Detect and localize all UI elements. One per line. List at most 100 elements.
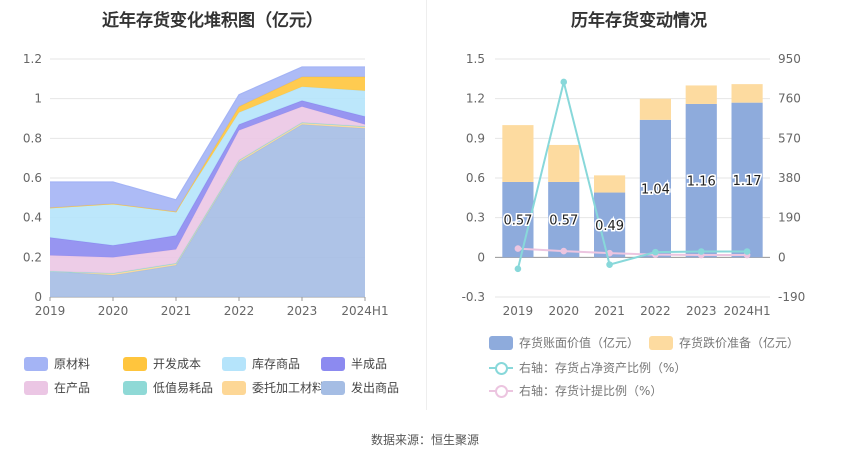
line-point	[652, 248, 659, 256]
legend-item[interactable]: 低值易耗品	[123, 379, 213, 396]
bar-provision	[502, 125, 534, 182]
legend-label: 库存商品	[252, 357, 301, 371]
y-tick-label: 0.8	[23, 131, 42, 145]
x-tick-label: 2021	[161, 304, 192, 318]
legend-item[interactable]: 原材料	[24, 355, 90, 372]
x-tick-label: 2024H1	[341, 304, 388, 318]
y2-tick-label: 380	[778, 171, 801, 185]
x-tick-label: 2021	[594, 304, 625, 318]
bar-data-label: 0.57	[503, 214, 532, 229]
legend-label: 开发成本	[153, 357, 202, 371]
legend-item[interactable]: 委托加工材料	[222, 379, 324, 396]
bar-data-label: 1.04	[641, 183, 670, 198]
legend-item[interactable]: 在产品	[24, 379, 90, 396]
legend-item[interactable]: 存货账面价值（亿元）	[489, 334, 639, 351]
bar-data-label: 0.57	[549, 214, 578, 229]
x-tick-label: 2022	[640, 304, 671, 318]
line-point	[697, 248, 705, 255]
y2-tick-label: 190	[778, 211, 801, 225]
stacked-area-chart: 0 0.2 0.4 0.6 0.8 1 1.2 2019 2020 2021 2022 2023 202…	[23, 52, 389, 318]
legend-item[interactable]: 发出商品	[321, 379, 399, 396]
legend-swatch	[489, 361, 513, 375]
legend-label: 半成品	[351, 357, 388, 371]
y-tick-label: 0.3	[466, 211, 485, 225]
legend-swatch	[222, 380, 246, 395]
bar-provision	[731, 84, 763, 103]
line-point	[560, 78, 568, 86]
left-legend: 原材料 开发成本 库存商品 半成品在产品 低值易耗品 委托加工材料 发出商品	[0, 355, 425, 405]
line-point	[743, 248, 751, 255]
legend-label: 存货跌价准备（亿元）	[679, 336, 800, 350]
x-tick-label: 2019	[503, 304, 534, 318]
data-source: 数据来源：恒生聚源	[370, 433, 479, 447]
legend-swatch	[222, 356, 246, 371]
bar-data-label: 1.16	[687, 175, 716, 190]
legend-item[interactable]: 右轴：存货计提比例（%）	[489, 382, 662, 399]
legend-swatch	[489, 335, 513, 350]
right-chart-title: 历年存货变动情况	[571, 11, 707, 31]
y-tick-label: 0.6	[466, 171, 485, 185]
left-chart-title: 近年存货变化堆积图（亿元）	[102, 11, 323, 31]
legend-label: 存货账面价值（亿元）	[519, 336, 640, 350]
legend-item[interactable]: 开发成本	[123, 355, 201, 372]
bar-provision	[639, 98, 671, 120]
legend-swatch	[321, 356, 345, 371]
area-edge-原材料	[50, 66, 365, 201]
legend-swatch	[24, 380, 48, 395]
bar-data-label: 0.49	[595, 219, 624, 234]
bar-provision	[548, 144, 580, 182]
bar-data-label: 1.17	[733, 174, 762, 189]
inventory-bar-chart: -0.3 0 0.3 0.6 0.9 1.2 1.5 -190 0 190 380 570 760 950…	[462, 52, 806, 318]
line-point	[560, 247, 568, 255]
y-tick-label: 1.5	[466, 52, 485, 66]
legend-swatch	[24, 356, 48, 371]
y-tick-label: 0.6	[23, 171, 42, 185]
line-series	[517, 247, 748, 257]
x-tick-label: 2020	[548, 304, 579, 318]
legend-label: 原材料	[54, 357, 91, 371]
legend-label: 委托加工材料	[252, 381, 325, 395]
legend-swatch	[489, 384, 513, 398]
y2-tick-label: -190	[778, 290, 805, 304]
y-tick-label: 0	[34, 290, 42, 304]
area-原材料	[50, 66, 365, 212]
y2-tick-label: 950	[778, 52, 801, 66]
bar-book-value	[502, 181, 534, 258]
line-point	[514, 265, 522, 273]
x-tick-label: 2020	[98, 304, 129, 318]
legend-item[interactable]: 存货跌价准备（亿元）	[649, 334, 799, 351]
right-legend: 存货账面价值（亿元） 存货跌价准备（亿元） 右轴：存货占净资产比例（%） 右轴：存货计…	[425, 334, 850, 404]
x-tick-label: 2023	[686, 304, 717, 318]
y-tick-label: 1	[34, 92, 42, 106]
x-tick-label: 2022	[224, 304, 255, 318]
legend-item[interactable]: 右轴：存货占净资产比例（%）	[489, 359, 686, 376]
line-series	[516, 81, 748, 270]
bar-book-value	[731, 102, 763, 258]
bar-book-value	[685, 103, 717, 258]
line-point	[606, 261, 613, 268]
bar-book-value	[639, 119, 671, 258]
legend-label: 在产品	[54, 381, 91, 395]
y-tick-label: 0.2	[23, 250, 42, 264]
y-tick-label: 0.9	[466, 131, 485, 145]
area-edge-半成品	[49, 100, 366, 247]
legend-swatch	[123, 380, 147, 395]
legend-item[interactable]: 库存商品	[222, 355, 300, 372]
y-tick-label: 1.2	[466, 92, 485, 106]
x-tick-label: 2023	[287, 304, 318, 318]
y2-tick-label: 570	[778, 131, 801, 145]
legend-label: 发出商品	[351, 381, 400, 395]
y-tick-label: 0.4	[23, 211, 42, 225]
area-发出商品	[50, 124, 365, 297]
y-tick-label: 1.2	[23, 52, 42, 66]
y2-tick-label: 760	[778, 92, 801, 106]
y-tick-label: -0.3	[462, 290, 485, 304]
legend-swatch	[123, 356, 147, 371]
legend-item[interactable]: 半成品	[321, 355, 387, 372]
y-tick-label: 0	[477, 250, 485, 264]
legend-swatch	[321, 380, 345, 395]
bar-book-value	[548, 181, 580, 258]
chart-divider	[426, 0, 427, 410]
legend-label: 低值易耗品	[153, 381, 214, 395]
y2-tick-label: 0	[778, 250, 786, 264]
